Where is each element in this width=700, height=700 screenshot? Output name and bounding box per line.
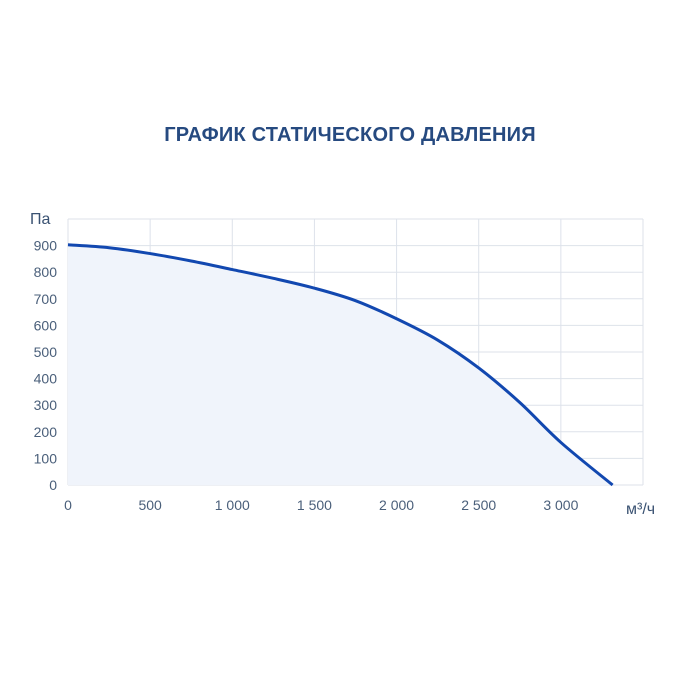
y-tick-label: 100	[34, 450, 58, 466]
y-tick-label: 500	[34, 344, 58, 360]
y-tick-label: 900	[34, 238, 58, 254]
x-axis-label: м³/ч	[626, 501, 655, 518]
y-tick-label: 200	[34, 424, 58, 440]
y-tick-label: 400	[34, 371, 58, 387]
y-tick-label: 800	[34, 264, 58, 280]
x-tick-label: 1 000	[215, 497, 250, 513]
chart-title: ГРАФИК СТАТИЧЕСКОГО ДАВЛЕНИЯ	[164, 124, 536, 146]
x-tick-label: 2 500	[461, 497, 496, 513]
curve-area-fill	[68, 244, 613, 485]
y-tick-label: 0	[49, 477, 57, 493]
y-tick-label: 600	[34, 317, 58, 333]
pressure-curve	[67, 243, 614, 487]
x-tick-label: 1 500	[297, 497, 332, 513]
x-tick-label: 2 000	[379, 497, 414, 513]
y-axis-label: Па	[30, 211, 51, 228]
x-tick-label: 3 000	[543, 497, 578, 513]
tick-labels: 0 100 200 300 400 500 600 700 800 900 0 500 1 000 1 5…	[34, 238, 579, 513]
y-tick-label: 700	[34, 291, 58, 307]
y-tick-label: 300	[34, 397, 58, 413]
x-tick-label: 500	[138, 497, 162, 513]
x-tick-label: 0	[64, 497, 72, 513]
